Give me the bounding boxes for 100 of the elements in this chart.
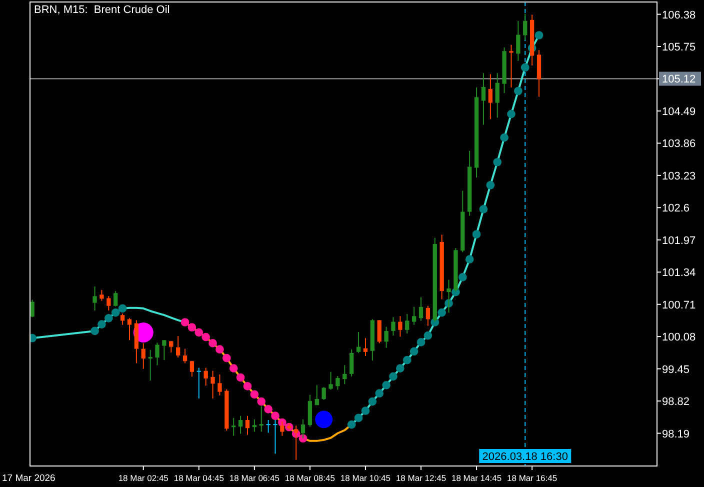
point	[188, 323, 196, 332]
point	[424, 331, 432, 340]
point	[250, 390, 259, 399]
candlestick	[446, 279, 451, 314]
point	[194, 328, 204, 337]
x-tick-label: 18 Mar 08:45	[284, 473, 336, 483]
candlestick	[391, 316, 396, 336]
point	[354, 414, 363, 422]
x-tick-label: 18 Mar 02:45	[118, 473, 169, 483]
candlestick	[280, 420, 284, 436]
y-tick-label: 104.49	[662, 106, 696, 118]
x-tick-label: 18 Mar 14:45	[451, 473, 502, 483]
point	[500, 133, 508, 142]
candlestick	[328, 371, 333, 390]
y-tick-label: 98.82	[662, 396, 690, 408]
point	[118, 304, 127, 313]
point	[208, 339, 217, 348]
point	[264, 405, 272, 414]
candlestick	[92, 286, 97, 311]
point	[493, 158, 502, 166]
candlestick	[106, 296, 111, 311]
y-tick-label: 105.12	[662, 74, 696, 86]
candlestick	[30, 299, 34, 318]
point	[229, 364, 238, 372]
y-tick-label: 105.75	[662, 42, 696, 54]
point	[416, 338, 426, 346]
candlestick	[196, 367, 201, 399]
candlestick	[294, 425, 298, 460]
candlestick	[127, 318, 132, 341]
point	[438, 308, 446, 317]
x-tick-label: 18 Mar 04:45	[174, 473, 224, 483]
candlestick	[238, 415, 243, 434]
point	[243, 382, 252, 390]
candlestick	[377, 320, 382, 344]
candlestick	[245, 415, 250, 436]
y-tick-label: 101.97	[662, 234, 696, 247]
candlestick	[169, 340, 174, 353]
candlestick	[182, 348, 188, 364]
candlestick	[322, 386, 326, 401]
candlestick	[100, 290, 104, 302]
candlestick	[350, 348, 354, 377]
point	[222, 354, 231, 362]
point	[472, 230, 481, 238]
point	[382, 380, 390, 390]
candlestick	[190, 360, 194, 377]
point	[486, 180, 495, 190]
candlestick	[336, 375, 340, 390]
candlestick	[495, 72, 500, 118]
y-tick-label: 106.38	[662, 9, 696, 22]
point	[479, 205, 488, 214]
candlestick	[218, 374, 222, 396]
candlestick	[314, 384, 319, 406]
ref-line-label: 2026.03.18 16:30	[482, 451, 568, 463]
x-tick-label: 18 Mar 10:45	[340, 473, 391, 483]
candlestick	[342, 364, 347, 385]
candlestick	[412, 306, 416, 326]
candlestick	[114, 290, 118, 307]
point	[271, 412, 280, 420]
candlestick	[176, 336, 180, 358]
point	[180, 318, 190, 326]
point	[236, 373, 245, 382]
point	[104, 314, 113, 322]
point	[458, 273, 467, 282]
x-tick-label: 18 Mar 16:45	[507, 473, 558, 483]
point	[389, 372, 398, 381]
candlestick	[488, 74, 492, 120]
point	[216, 345, 224, 354]
candlestick	[523, 13, 528, 40]
point	[368, 397, 377, 406]
candlestick	[120, 313, 125, 326]
candlestick	[162, 340, 166, 361]
candlestick	[405, 314, 410, 334]
point	[520, 63, 530, 72]
x-tick-label: 18 Mar 12:45	[396, 473, 446, 483]
y-tick-label: 101.34	[662, 267, 696, 280]
y-tick-label: 103.23	[662, 170, 696, 182]
candlestick	[363, 338, 368, 357]
y-tick-label: 100.08	[662, 332, 696, 344]
point	[361, 406, 370, 415]
chart-title: BRN, M15: Brent Crude Oil	[34, 4, 170, 16]
candlestick	[266, 419, 270, 434]
candlestick	[481, 72, 486, 126]
point	[375, 389, 384, 398]
y-tick-label: 102.6	[662, 202, 690, 215]
candlestick	[398, 316, 402, 338]
candlestick	[426, 305, 430, 326]
point	[534, 31, 544, 40]
candlestick	[509, 44, 514, 88]
candlestick	[273, 419, 278, 454]
candlestick	[418, 296, 424, 322]
candlestick	[148, 349, 152, 382]
point	[465, 255, 474, 264]
y-tick-label: 98.19	[662, 428, 690, 440]
candlestick	[516, 20, 520, 62]
candlestick	[384, 326, 388, 348]
point	[202, 332, 210, 342]
candlestick	[210, 370, 215, 399]
candlestick	[155, 342, 160, 366]
candlestick	[252, 418, 257, 432]
point	[98, 320, 106, 328]
